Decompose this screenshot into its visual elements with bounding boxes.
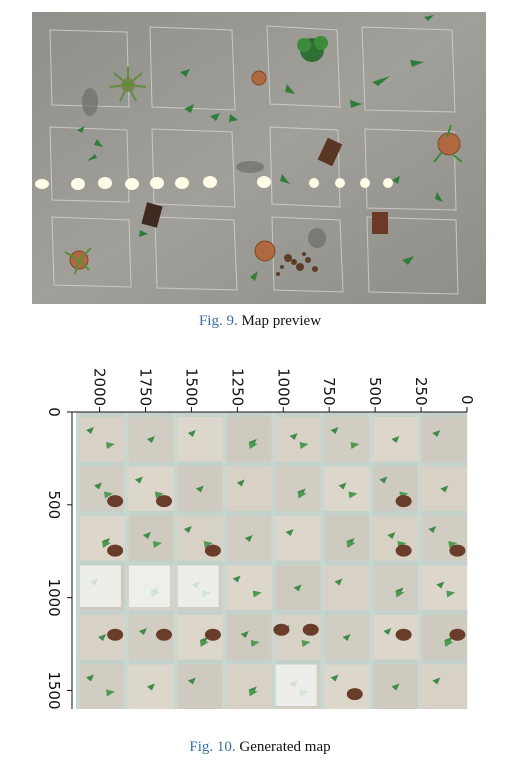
x-tick-label: 1000 [274, 368, 292, 406]
object-blob [302, 623, 319, 636]
plot-axes [71, 411, 467, 709]
object-blob [204, 628, 221, 641]
map-tile [320, 511, 370, 561]
object-blob [449, 628, 466, 641]
map-tile [418, 412, 468, 462]
overexposed-tile [80, 565, 121, 607]
map-tile [173, 461, 223, 511]
map-tile [173, 412, 223, 462]
map-tile [320, 610, 370, 660]
y-tick-label: 0 [45, 407, 63, 417]
generated-map-plot: 2000 1750 1500 1250 1000 750 500 250 0 0 500 1000 1… [45, 368, 476, 710]
map-tile [369, 412, 419, 462]
map-tile [320, 659, 370, 709]
x-tick-label: 1250 [228, 368, 246, 406]
x-tick-label: 750 [320, 377, 338, 406]
object-blob [346, 688, 363, 701]
map-tile [369, 511, 419, 561]
map-tile [369, 560, 419, 610]
figure-10-title: Generated map [239, 739, 331, 755]
x-tick-label: 500 [366, 377, 384, 406]
object-blob [156, 495, 173, 508]
map-tile [418, 659, 468, 709]
y-tick-label: 500 [45, 490, 63, 519]
map-tile [271, 560, 321, 610]
map-tile [173, 511, 223, 561]
object-blob [449, 544, 466, 557]
map-tile [222, 511, 272, 561]
figure-10-number: Fig. 10. [189, 739, 236, 755]
object-blob [156, 628, 173, 641]
map-tile [76, 610, 125, 660]
map-tile [418, 560, 468, 610]
map-tile [418, 461, 468, 511]
map-tile [124, 412, 174, 462]
map-tile-grid [76, 412, 468, 709]
figure-10-caption: Fig. 10. Generated map [0, 739, 520, 756]
map-tile [271, 511, 321, 561]
map-tile [369, 461, 419, 511]
figure-9-number: Fig. 9. [198, 313, 238, 329]
x-tick-label: 2000 [91, 368, 109, 406]
x-tick-label: 250 [412, 377, 430, 406]
overexposed-tile [177, 565, 219, 607]
y-axis-ticks: 0 500 1000 1500 [45, 407, 72, 710]
y-tick-label: 1000 [45, 579, 63, 617]
map-tile [124, 659, 174, 709]
map-tile [320, 560, 370, 610]
map-tile [222, 659, 272, 709]
map-tile [173, 659, 223, 709]
map-tile [369, 659, 419, 709]
map-tile [320, 461, 370, 511]
object-blob [107, 544, 124, 557]
figure-9-title: Map preview [241, 313, 322, 329]
map-tile [271, 461, 321, 511]
object-blob [395, 544, 412, 557]
overexposed-tile [275, 664, 317, 706]
object-blob [107, 495, 124, 508]
object-blob [395, 495, 412, 508]
map-tile [222, 560, 272, 610]
map-tile [222, 412, 272, 462]
figure-9-caption: Fig. 9. Map preview [0, 313, 520, 330]
y-tick-label: 1500 [45, 671, 63, 709]
object-blob [107, 628, 124, 641]
map-tile [124, 511, 174, 561]
map-tile [222, 610, 272, 660]
map-preview-photo [32, 12, 486, 304]
map-tile [76, 659, 125, 709]
map-tile [76, 412, 125, 462]
overexposed-tile [128, 565, 170, 607]
x-tick-label: 1500 [182, 368, 200, 406]
x-tick-label: 1750 [136, 368, 154, 406]
x-axis-ticks: 2000 1750 1500 1250 1000 750 500 250 0 [91, 368, 476, 412]
object-blob [395, 628, 412, 641]
map-tile [271, 412, 321, 462]
object-blob [273, 623, 290, 636]
map-tile [320, 412, 370, 462]
x-tick-label: 0 [458, 395, 476, 405]
map-tile [222, 461, 272, 511]
object-blob [204, 544, 221, 557]
